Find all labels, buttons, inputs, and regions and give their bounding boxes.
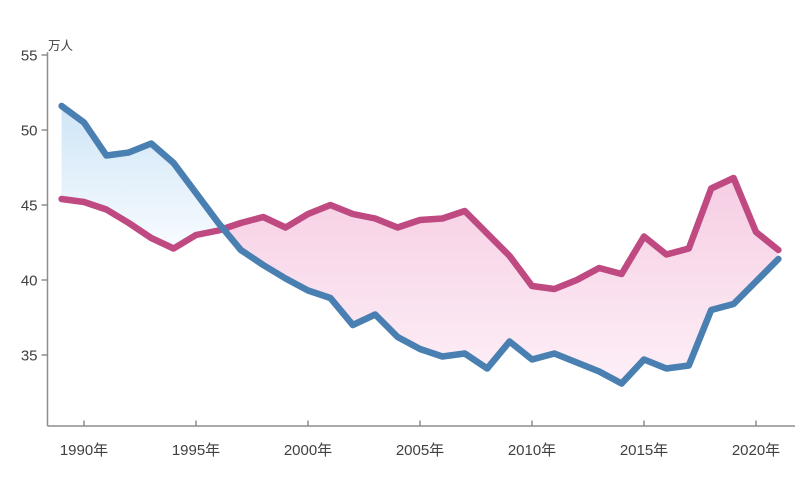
y-tick-label: 35 bbox=[21, 348, 38, 365]
y-tick-label: 50 bbox=[21, 123, 38, 140]
x-tick-label: 1995年 bbox=[172, 442, 220, 459]
y-tick-label: 40 bbox=[21, 273, 38, 290]
y-tick-label: 55 bbox=[21, 48, 38, 65]
x-tick-label: 1990年 bbox=[60, 442, 108, 459]
band-pink-above bbox=[223, 178, 779, 384]
y-tick-label: 45 bbox=[21, 198, 38, 215]
unit-label: 万人 bbox=[48, 39, 74, 53]
pink-series-line bbox=[58, 174, 782, 293]
x-tick-label: 2005年 bbox=[396, 442, 444, 459]
x-tick-label: 2010年 bbox=[508, 442, 556, 459]
blue-series-line bbox=[58, 102, 782, 387]
band-blue-above bbox=[61, 106, 224, 249]
x-tick-label: 2000年 bbox=[284, 442, 332, 459]
x-tick-label: 2015年 bbox=[620, 442, 668, 459]
x-tick-label: 2020年 bbox=[732, 442, 780, 459]
